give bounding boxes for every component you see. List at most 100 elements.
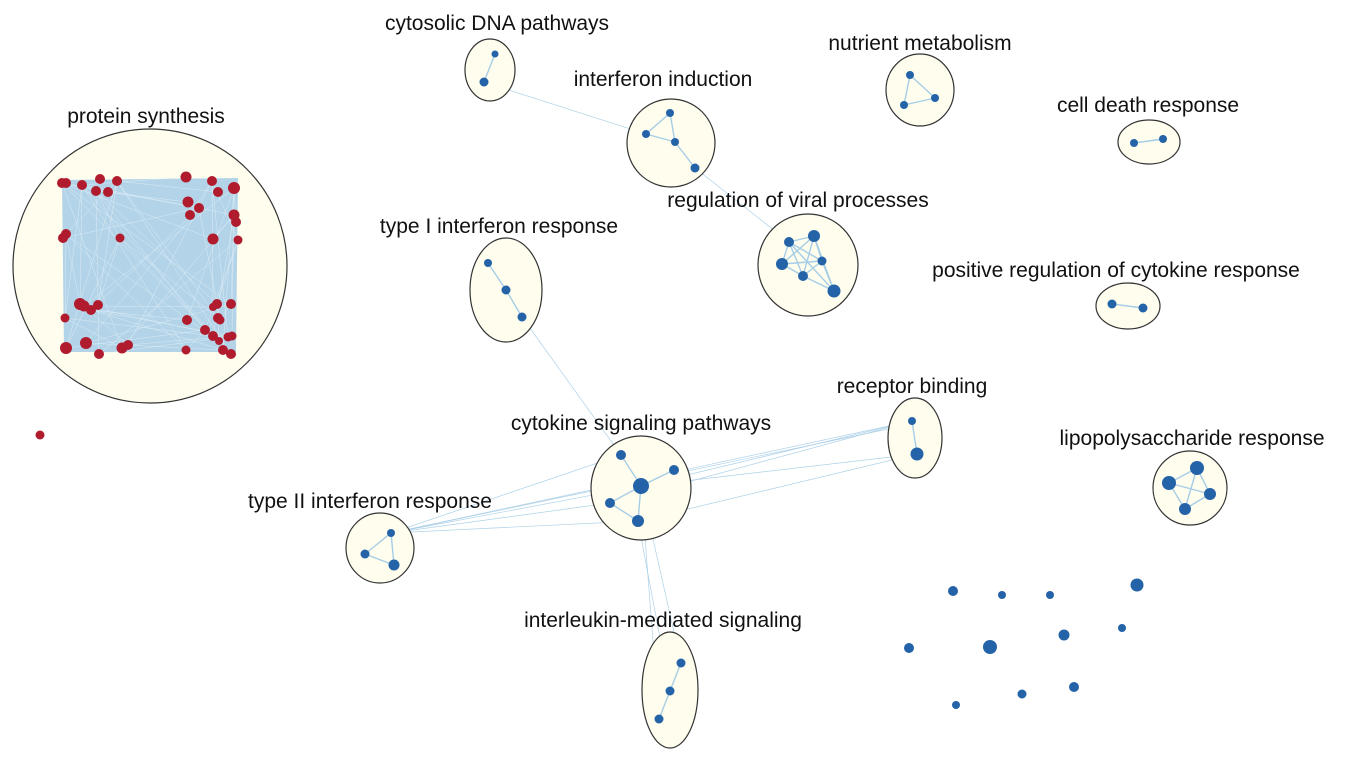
- edge: [85, 303, 232, 344]
- cluster-pos-cytokine: positive regulation of cytokine response: [932, 259, 1300, 330]
- cluster-label: lipopolysaccharide response: [1060, 427, 1325, 450]
- node: [182, 315, 192, 325]
- cluster-protein-synthesis: protein synthesis: [12, 105, 288, 404]
- edge: [97, 180, 118, 306]
- isolated-node: [983, 640, 997, 654]
- node: [671, 138, 679, 146]
- node: [215, 315, 225, 325]
- node: [906, 71, 914, 79]
- edge: [64, 317, 123, 349]
- edge: [802, 235, 815, 277]
- node: [605, 498, 615, 508]
- edge: [669, 662, 682, 692]
- isolated-node: [904, 643, 914, 653]
- node: [669, 465, 679, 475]
- edge: [62, 207, 200, 239]
- cluster-label: cell death response: [1057, 94, 1239, 117]
- node: [209, 303, 217, 311]
- edge: [95, 190, 121, 239]
- node: [80, 337, 92, 349]
- edge: [90, 309, 224, 351]
- node: [666, 109, 674, 117]
- edge: [97, 237, 121, 306]
- cluster-boundary: [885, 53, 955, 127]
- node: [484, 259, 492, 267]
- edge: [61, 182, 214, 240]
- node: [633, 478, 649, 494]
- node: [654, 714, 664, 724]
- edge: [85, 207, 200, 344]
- node: [479, 77, 489, 87]
- node: [226, 349, 236, 359]
- edge: [903, 74, 911, 106]
- node: [228, 182, 240, 194]
- edge: [64, 233, 67, 319]
- node: [784, 237, 794, 247]
- node: [227, 331, 237, 341]
- edge: [61, 182, 123, 349]
- edge: [64, 184, 83, 319]
- edge: [505, 289, 523, 318]
- cluster-boundary: [757, 213, 859, 317]
- edge: [216, 239, 239, 305]
- edge: [645, 133, 676, 143]
- node: [215, 337, 223, 345]
- node: [665, 686, 675, 696]
- node: [360, 549, 370, 559]
- edge: [781, 235, 815, 265]
- isolated-nodes: [35, 430, 1144, 709]
- node: [103, 187, 113, 197]
- node: [387, 529, 395, 537]
- edge: [1168, 482, 1211, 495]
- edge: [64, 317, 214, 337]
- node: [616, 450, 626, 460]
- node: [180, 171, 192, 183]
- node: [77, 180, 87, 190]
- node: [207, 176, 217, 186]
- edge: [61, 182, 214, 337]
- edge: [116, 180, 219, 319]
- cluster-boundary: [345, 512, 415, 584]
- cluster-cytosolic-dna: cytosolic DNA pathways: [385, 12, 609, 102]
- edge: [487, 262, 507, 291]
- node: [226, 299, 236, 309]
- edge: [65, 233, 220, 342]
- node: [115, 233, 125, 243]
- node: [93, 300, 103, 310]
- node: [1138, 303, 1148, 313]
- cluster-interferon-induction: interferon induction: [574, 68, 753, 188]
- node: [231, 217, 241, 227]
- cluster-label: nutrient metabolism: [828, 32, 1011, 55]
- isolated-node: [948, 586, 958, 596]
- cluster-label: interferon induction: [574, 68, 753, 91]
- cluster-boundary: [464, 38, 516, 102]
- node: [908, 417, 916, 425]
- edge: [90, 207, 200, 311]
- node: [676, 658, 686, 668]
- edge: [119, 237, 219, 319]
- edge: [65, 233, 81, 305]
- edge: [1133, 138, 1164, 144]
- node: [1130, 139, 1138, 147]
- edge: [116, 180, 232, 355]
- edge: [204, 239, 239, 331]
- cluster-label: cytokine signaling pathways: [511, 412, 771, 435]
- node: [182, 196, 194, 208]
- node: [491, 50, 499, 58]
- node: [200, 325, 210, 335]
- node: [690, 163, 700, 173]
- edge: [186, 187, 235, 321]
- node: [776, 258, 788, 270]
- isolated-node: [1017, 689, 1027, 699]
- node: [900, 101, 908, 109]
- node: [517, 312, 527, 322]
- node: [910, 447, 924, 461]
- cluster-label: receptor binding: [837, 375, 988, 398]
- isolated-node: [1069, 682, 1079, 692]
- edge: [230, 214, 235, 305]
- node: [1107, 299, 1117, 309]
- node: [123, 340, 133, 350]
- edge: [645, 112, 671, 135]
- edge: [658, 690, 671, 720]
